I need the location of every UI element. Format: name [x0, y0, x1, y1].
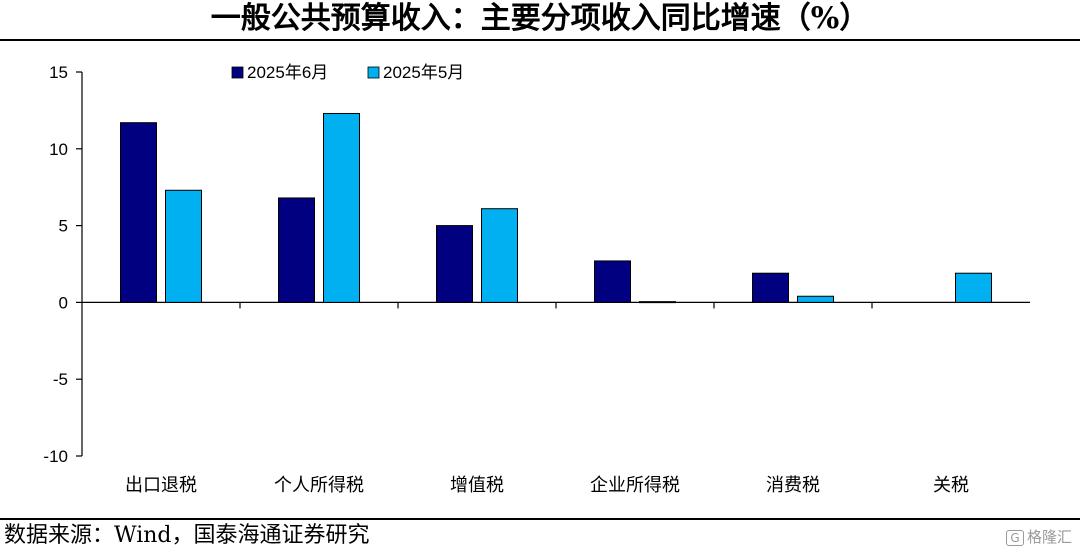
y-tick-label: 5: [59, 217, 68, 236]
category-label: 消费税: [766, 475, 820, 496]
watermark-logo-icon: G: [1005, 529, 1024, 546]
bar-chart: 15 10 5 0 -5 -10 出口退税 个人所得税 增值税 企业所得税 消费税 关税 2025年6…: [43, 63, 1030, 496]
legend-label: 2025年5月: [383, 63, 464, 82]
category-label: 企业所得税: [590, 475, 680, 496]
bar-series-2: [165, 189, 202, 303]
legend: 2025年6月 2025年5月: [231, 63, 464, 82]
y-tick-label: -10: [43, 447, 68, 466]
bar-series-2: [639, 301, 676, 304]
category-label: 个人所得税: [274, 475, 364, 496]
legend-swatch: [367, 66, 380, 79]
bar-series-2: [797, 295, 834, 303]
y-tick-label: 15: [49, 63, 68, 82]
legend-label: 2025年6月: [247, 63, 328, 82]
bar-series-1: [436, 225, 473, 303]
category-label: 关税: [933, 475, 969, 496]
title-divider: [0, 39, 1080, 41]
watermark: G 格隆汇: [1005, 526, 1072, 547]
y-tick-label: 0: [59, 293, 68, 312]
y-tick-label: -5: [53, 370, 68, 389]
watermark-text: 格隆汇: [1026, 528, 1072, 546]
bars: [120, 112, 992, 304]
legend-swatch: [231, 66, 244, 79]
bar-series-1: [120, 122, 157, 303]
axes: [76, 71, 1030, 457]
bar-series-2: [481, 208, 518, 303]
chart-title: 一般公共预算收入：主要分项收入同比增速（%）: [210, 1, 870, 36]
bar-series-1: [752, 272, 789, 303]
bar-series-2: [323, 112, 360, 303]
bar-series-1: [278, 197, 315, 303]
labels: 15 10 5 0 -5 -10 出口退税 个人所得税 增值税 企业所得税 消费税 关税: [43, 63, 969, 496]
category-label: 增值税: [450, 475, 504, 496]
source-note: 数据来源：Wind，国泰海通证券研究: [4, 523, 370, 548]
y-tick-label: 10: [49, 140, 68, 159]
source-divider: [0, 518, 1080, 520]
category-label: 出口退税: [125, 475, 197, 496]
bar-series-1: [594, 260, 631, 303]
bar-series-2: [955, 272, 992, 303]
